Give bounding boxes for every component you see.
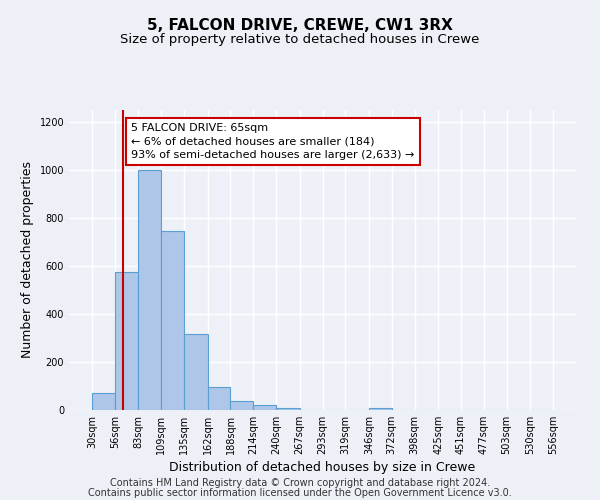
Bar	[139, 170, 161, 410]
Bar	[276, 408, 300, 410]
Bar	[253, 404, 276, 410]
Text: 5 FALCON DRIVE: 65sqm
← 6% of detached houses are smaller (184)
93% of semi-deta: 5 FALCON DRIVE: 65sqm ← 6% of detached h…	[131, 123, 415, 160]
Text: Contains public sector information licensed under the Open Government Licence v3: Contains public sector information licen…	[88, 488, 512, 498]
X-axis label: Distribution of detached houses by size in Crewe: Distribution of detached houses by size …	[169, 461, 476, 474]
Text: 5, FALCON DRIVE, CREWE, CW1 3RX: 5, FALCON DRIVE, CREWE, CW1 3RX	[147, 18, 453, 32]
Bar	[161, 231, 184, 410]
Bar	[184, 334, 208, 410]
Bar	[230, 401, 253, 410]
Bar	[92, 393, 115, 410]
Text: Size of property relative to detached houses in Crewe: Size of property relative to detached ho…	[121, 32, 479, 46]
Y-axis label: Number of detached properties: Number of detached properties	[21, 162, 34, 358]
Bar	[369, 408, 392, 410]
Bar	[208, 387, 230, 410]
Text: Contains HM Land Registry data © Crown copyright and database right 2024.: Contains HM Land Registry data © Crown c…	[110, 478, 490, 488]
Bar	[115, 272, 139, 410]
